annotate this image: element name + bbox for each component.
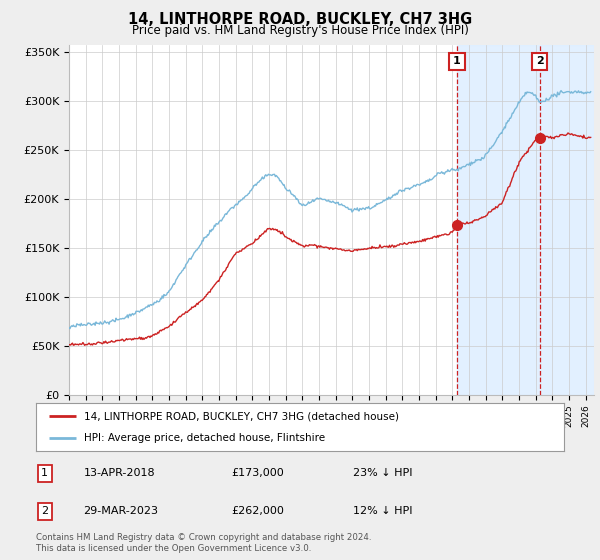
Text: 13-APR-2018: 13-APR-2018: [83, 468, 155, 478]
Text: £173,000: £173,000: [232, 468, 284, 478]
Text: 14, LINTHORPE ROAD, BUCKLEY, CH7 3HG (detached house): 14, LINTHORPE ROAD, BUCKLEY, CH7 3HG (de…: [83, 411, 398, 421]
Text: Contains HM Land Registry data © Crown copyright and database right 2024.
This d: Contains HM Land Registry data © Crown c…: [36, 533, 371, 553]
Text: 2: 2: [536, 57, 544, 67]
Text: 23% ↓ HPI: 23% ↓ HPI: [353, 468, 412, 478]
Text: 12% ↓ HPI: 12% ↓ HPI: [353, 506, 412, 516]
Text: 29-MAR-2023: 29-MAR-2023: [83, 506, 158, 516]
Text: 2: 2: [41, 506, 49, 516]
Bar: [457, 45, 594, 395]
Text: £262,000: £262,000: [232, 506, 284, 516]
Text: HPI: Average price, detached house, Flintshire: HPI: Average price, detached house, Flin…: [83, 433, 325, 443]
Bar: [539, 45, 594, 395]
Text: 1: 1: [41, 468, 48, 478]
Text: Price paid vs. HM Land Registry's House Price Index (HPI): Price paid vs. HM Land Registry's House …: [131, 24, 469, 37]
Text: 1: 1: [453, 57, 461, 67]
Text: 14, LINTHORPE ROAD, BUCKLEY, CH7 3HG: 14, LINTHORPE ROAD, BUCKLEY, CH7 3HG: [128, 12, 472, 27]
